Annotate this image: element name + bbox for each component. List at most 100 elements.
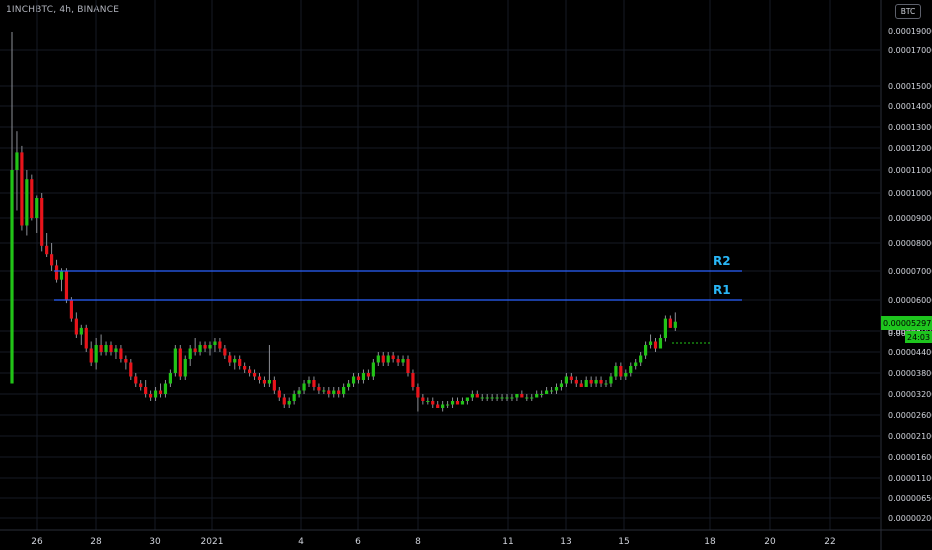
x-tick-label: 4: [298, 537, 304, 547]
candle-body: [604, 383, 608, 385]
candle: [475, 390, 479, 398]
candle: [545, 387, 549, 394]
candle-body: [213, 341, 217, 345]
candle-body: [317, 387, 321, 391]
candle: [366, 369, 370, 380]
grid: [0, 0, 880, 530]
last-price-tag: [881, 316, 932, 330]
candle-body: [257, 376, 262, 380]
candle: [15, 131, 19, 211]
candle: [480, 394, 484, 401]
candle: [30, 174, 34, 221]
x-tick-label: 6: [355, 537, 361, 547]
price-axis[interactable]: 0.00019000 0.00017000 0.00015000 0.00014000…: [880, 0, 932, 550]
candle-body: [639, 355, 643, 363]
candle-body: [267, 380, 271, 384]
candle-body: [634, 362, 638, 366]
candle-body: [233, 359, 237, 363]
candle: [104, 341, 108, 356]
candle: [203, 341, 207, 352]
candle: [228, 352, 232, 366]
y-tick-label: 0.00015000: [888, 82, 932, 91]
candle-body: [84, 327, 88, 349]
candle: [144, 380, 148, 398]
candle-body: [663, 318, 667, 338]
candle-body: [20, 152, 24, 226]
candle: [426, 397, 430, 405]
candle-body: [243, 366, 247, 370]
candle: [322, 387, 326, 394]
candle: [59, 268, 64, 292]
candle-body: [30, 179, 34, 218]
candle-body: [510, 397, 514, 399]
candle-body: [450, 401, 455, 405]
candle-body: [198, 345, 202, 352]
candle: [347, 380, 351, 391]
candle: [20, 145, 24, 231]
candle: [307, 376, 311, 387]
candle-body: [302, 383, 306, 391]
candle-body: [465, 397, 469, 401]
candle: [584, 376, 588, 387]
candle: [84, 324, 88, 352]
candle-body: [470, 394, 474, 398]
candle-body: [134, 376, 138, 384]
candle: [530, 394, 534, 401]
candle-body: [416, 387, 420, 398]
candle-body: [391, 355, 395, 359]
candle-body: [54, 265, 59, 280]
y-tick-label: 0.00004400: [888, 348, 932, 357]
time-axis[interactable]: 26 28 30 2021 4 6 8 11 13 15 18 20 22: [0, 529, 932, 547]
candle: [25, 170, 29, 236]
candle-body: [480, 397, 484, 399]
x-tick-label: 2021: [201, 537, 224, 547]
candle: [50, 243, 54, 271]
candle-body: [624, 373, 628, 377]
candle: [614, 362, 618, 380]
candle: [460, 397, 465, 405]
y-tick-label: 0.00006000: [888, 296, 932, 305]
candle-body: [505, 397, 509, 399]
candle: [599, 376, 603, 387]
candle: [520, 390, 524, 398]
candle-body: [149, 394, 153, 398]
candle-body: [40, 198, 44, 246]
candle-body: [455, 401, 460, 405]
currency-badge[interactable]: BTC: [895, 4, 921, 19]
candle: [223, 345, 227, 359]
candle-body: [292, 394, 296, 401]
candle-body: [287, 401, 291, 405]
candle-body: [188, 348, 192, 359]
x-tick-label: 18: [704, 537, 716, 547]
candle-body: [69, 300, 73, 319]
candle-body: [307, 380, 311, 384]
y-tick-label: 0.00017000: [888, 46, 932, 55]
candle-body: [644, 345, 648, 356]
candle-body: [158, 390, 163, 394]
candle-body: [272, 380, 276, 391]
x-tick-label: 30: [149, 537, 161, 547]
candle-body: [50, 254, 54, 266]
candle-body: [312, 380, 316, 387]
candle-body: [89, 348, 93, 363]
candle-body: [94, 345, 98, 363]
candle-body: [386, 355, 390, 363]
candle-body: [594, 380, 598, 384]
candle-body: [485, 397, 489, 399]
candle-body: [361, 373, 366, 380]
candle: [233, 355, 237, 370]
candle-body: [262, 380, 267, 384]
candle-body: [347, 383, 351, 387]
candle: [421, 394, 425, 405]
candle-body: [327, 390, 331, 394]
candle-body: [381, 355, 385, 363]
candle-body: [228, 355, 232, 363]
candle-body: [376, 355, 380, 363]
y-tick-label: 0.00014000: [888, 102, 932, 111]
candle: [297, 387, 301, 398]
candle: [485, 394, 489, 401]
candle: [436, 401, 440, 408]
candle: [89, 341, 93, 366]
